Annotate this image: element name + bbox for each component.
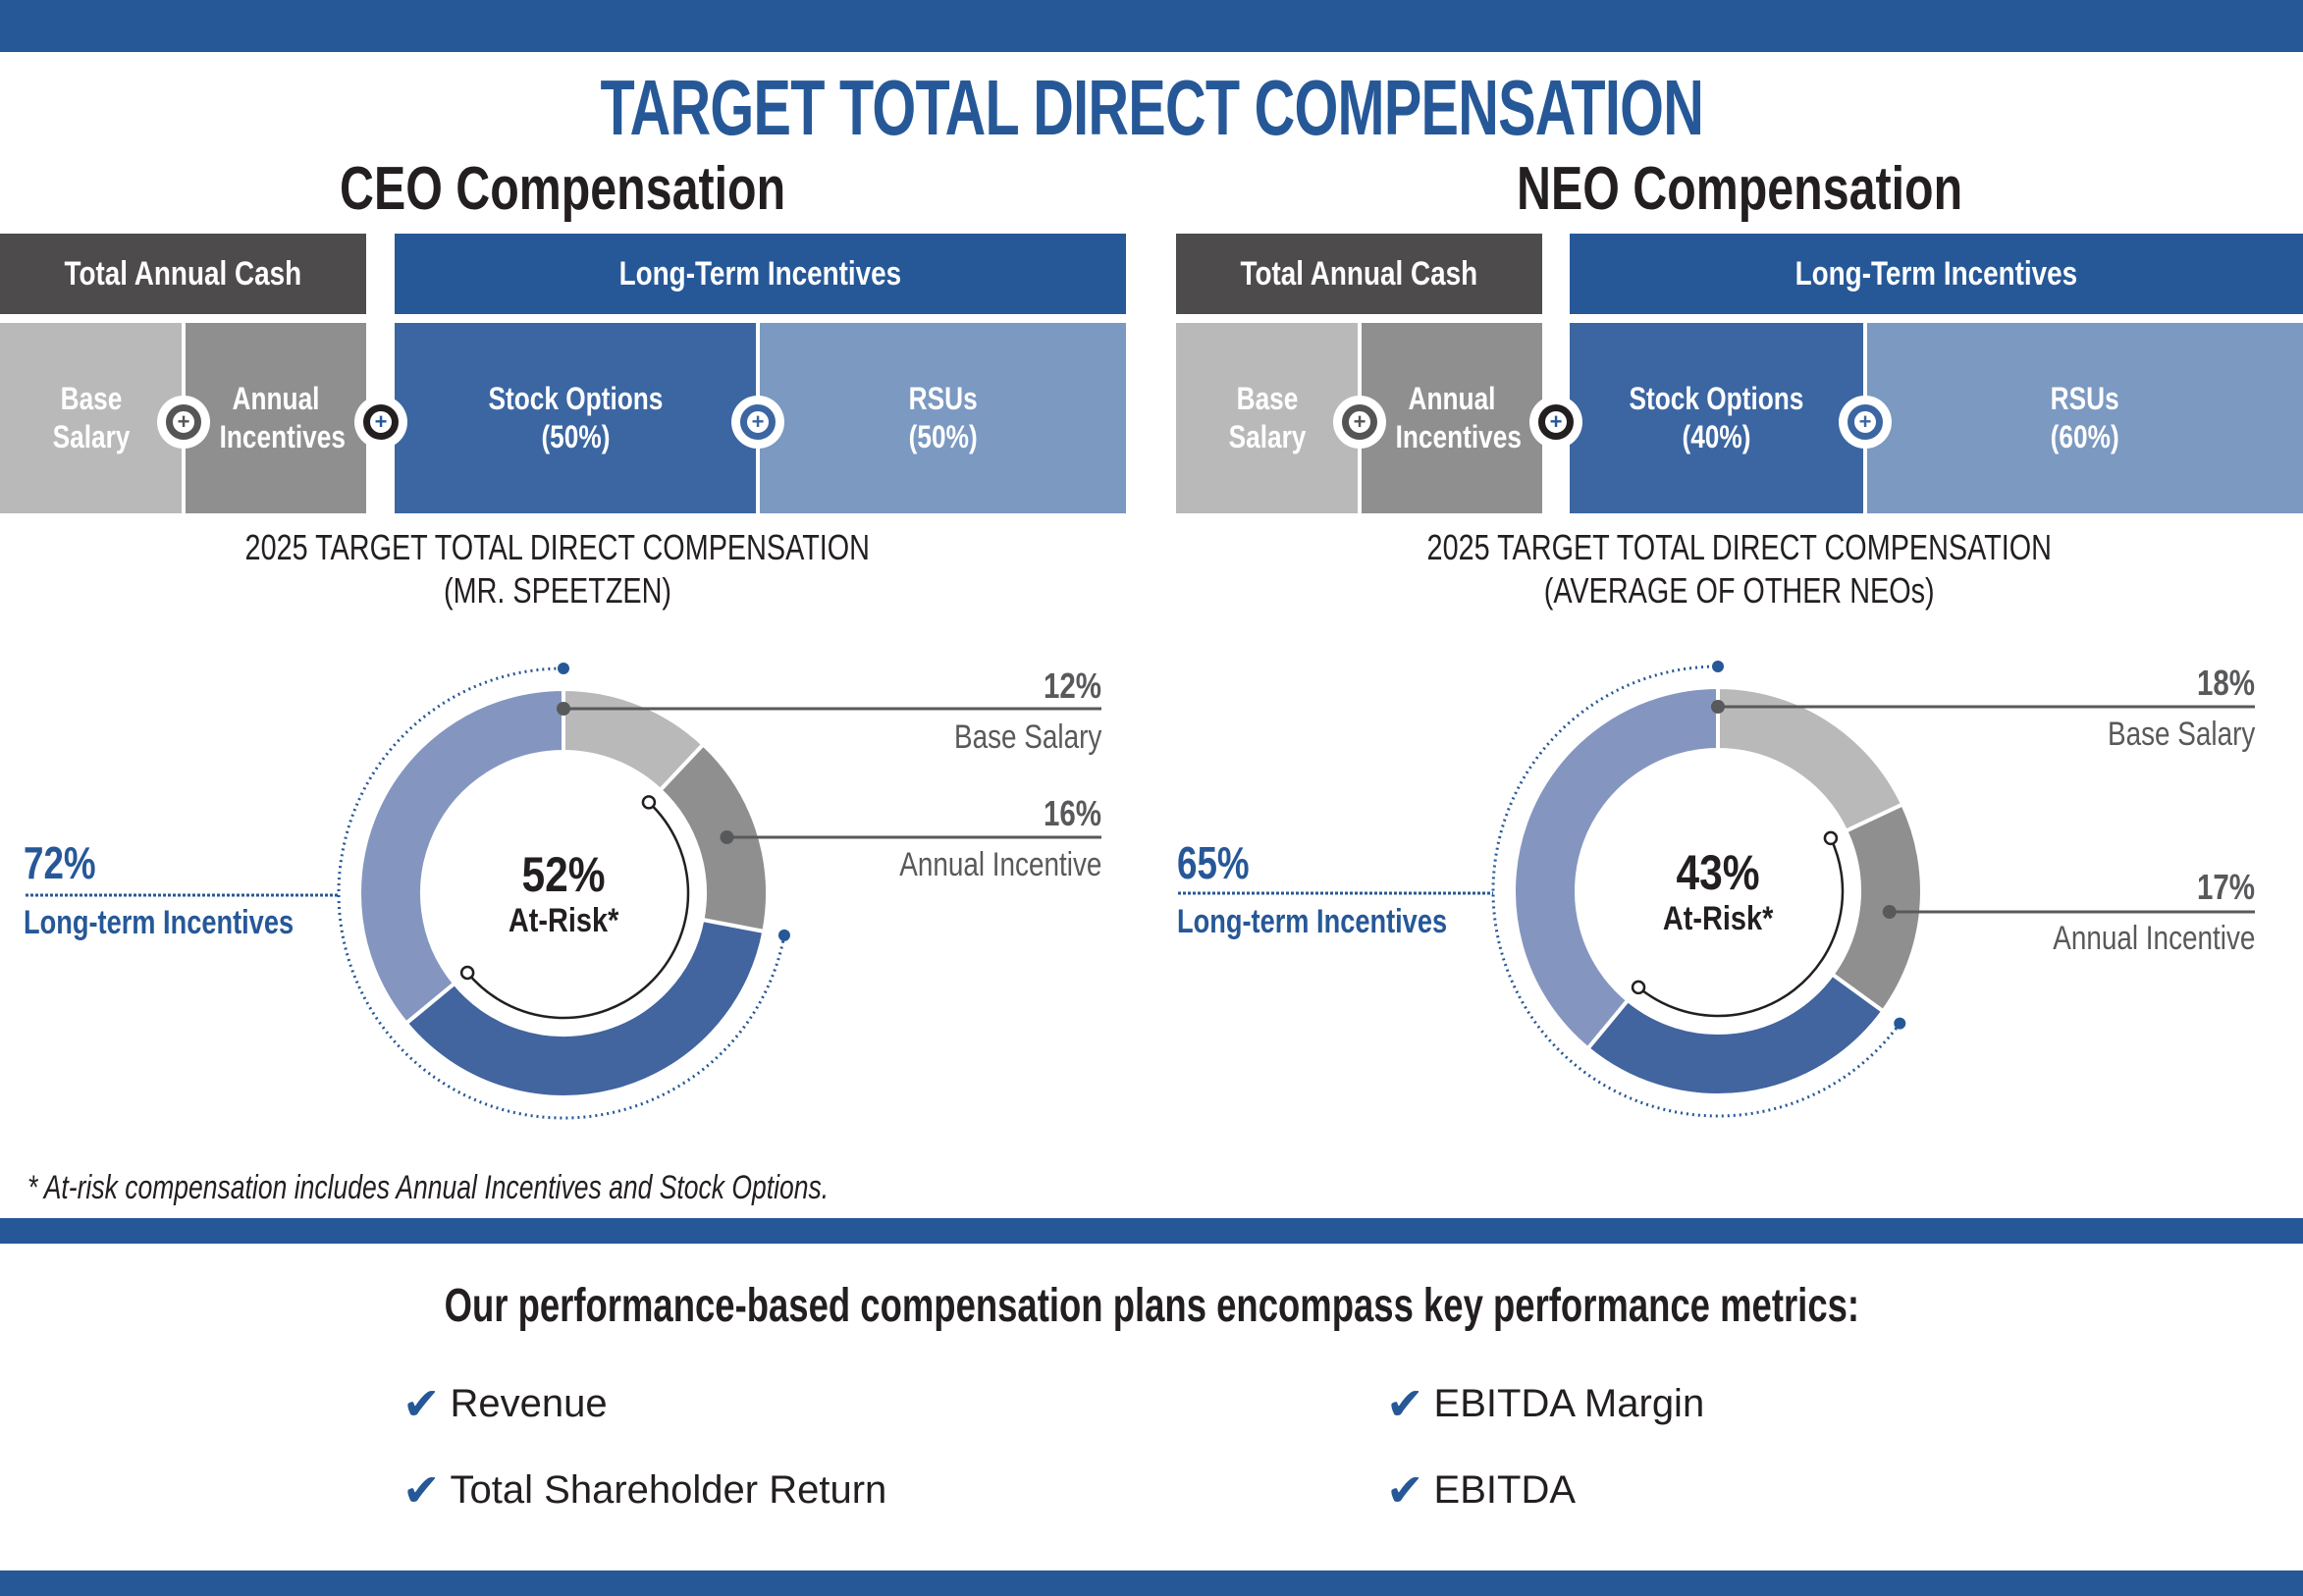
- metrics-heading: Our performance-based compensation plans…: [444, 1280, 1859, 1332]
- neo-base-salary-label: Base Salary: [2107, 716, 2255, 753]
- ceo-rsus-label: RSUs: [908, 381, 978, 416]
- neo-annual-incentive-label: Annual Incentive: [2052, 920, 2255, 957]
- ceo-annual-incentive-label: Annual Incentive: [898, 846, 1101, 883]
- ceo-rsus-cell: RSUs (50%): [760, 323, 1126, 513]
- lti-arc-endpoint-dot: [1894, 1017, 1906, 1030]
- neo-lti-header: Long-Term Incentives: [1570, 234, 2303, 314]
- neo-chart-subtitle: 2025 TARGET TOTAL DIRECT COMPENSATION (A…: [1426, 527, 2053, 611]
- plus-icon: +: [1529, 396, 1582, 449]
- lti-arc-endpoint-dot: [558, 663, 569, 674]
- ceo-base-salary-cell: Base Salary: [0, 323, 182, 513]
- ceo-stock-options-cell: Stock Options (50%): [395, 323, 756, 513]
- ceo-base-salary-pct: 12%: [1043, 665, 1101, 706]
- middle-band: [0, 1218, 2303, 1244]
- lti-arc-endpoint-dot: [777, 929, 790, 941]
- neo-stock-options-pct: (40%): [1682, 419, 1751, 454]
- neo-cash-header: Total Annual Cash: [1176, 234, 1542, 314]
- ceo-rsus-pct: (50%): [908, 419, 978, 454]
- at-risk-arc: [1637, 837, 1845, 1018]
- neo-base-salary-cell: Base Salary: [1176, 323, 1358, 513]
- page-title: TARGET TOTAL DIRECT COMPENSATION: [600, 64, 1703, 151]
- neo-rsus-label: RSUs: [2050, 381, 2119, 416]
- donut-segment-stock-options: [402, 917, 767, 1099]
- ceo-heading: CEO Compensation: [340, 155, 786, 223]
- ceo-at-risk-pct: 52%: [521, 847, 606, 902]
- ceo-lti-label: Long-term Incentives: [24, 904, 295, 941]
- at-risk-arc-endpoint: [1631, 980, 1646, 995]
- neo-annual-incentives-cell: Annual Incentives: [1362, 323, 1542, 513]
- metric-item: ✔ Total Shareholder Return: [402, 1464, 887, 1516]
- at-risk-arc: [466, 801, 690, 1020]
- donut-segment-stock-options: [1584, 971, 1887, 1097]
- ceo-cash-header: Total Annual Cash: [0, 234, 366, 314]
- plus-icon: +: [1839, 396, 1892, 449]
- donut-segment-annual-incentive: [1829, 801, 1924, 1015]
- neo-base-salary-pct: 18%: [2196, 663, 2255, 703]
- neo-annual-incentive-pct: 17%: [2196, 867, 2255, 907]
- ceo-annual-incentives-cell: Annual Incentives: [186, 323, 366, 513]
- ceo-annual-incentive-pct: 16%: [1043, 793, 1101, 833]
- neo-at-risk-pct: 43%: [1676, 845, 1760, 900]
- at-risk-arc-endpoint: [459, 965, 475, 981]
- ceo-lti-header: Long-Term Incentives: [395, 234, 1126, 314]
- donut-segment-base-salary: [1716, 684, 1905, 834]
- bottom-band: [0, 1570, 2303, 1596]
- metric-item: ✔ EBITDA Margin: [1386, 1378, 1705, 1429]
- neo-at-risk-label: At-Risk*: [1662, 900, 1774, 937]
- plus-icon: +: [731, 396, 784, 449]
- neo-lti-pct: 65%: [1177, 837, 1250, 888]
- lti-arc-endpoint-dot: [1712, 661, 1724, 672]
- donut-segment-rsus: [1512, 684, 1720, 1052]
- ceo-at-risk-label: At-Risk*: [508, 902, 619, 939]
- metric-item: ✔ Revenue: [402, 1378, 608, 1429]
- neo-rsus-pct: (60%): [2050, 419, 2119, 454]
- neo-rsus-cell: RSUs (60%): [1867, 323, 2303, 513]
- plus-icon: +: [1333, 396, 1386, 449]
- plus-icon: +: [157, 396, 210, 449]
- ceo-chart-subtitle: 2025 TARGET TOTAL DIRECT COMPENSATION (M…: [244, 527, 871, 611]
- at-risk-arc-endpoint: [1823, 830, 1839, 846]
- lti-dotted-arc: [1491, 665, 1901, 1118]
- donut-segment-rsus: [357, 686, 565, 1027]
- checkmark-icon: ✔: [402, 1464, 441, 1516]
- top-band: [0, 0, 2303, 52]
- at-risk-arc-endpoint: [641, 795, 657, 810]
- neo-stock-options-cell: Stock Options (40%): [1570, 323, 1863, 513]
- lti-dotted-arc: [337, 666, 786, 1120]
- neo-lti-label: Long-term Incentives: [1177, 903, 1448, 940]
- checkmark-icon: ✔: [1386, 1464, 1424, 1516]
- ceo-stock-options-label: Stock Options: [488, 381, 663, 416]
- ceo-base-salary-label: Base Salary: [953, 718, 1101, 756]
- plus-icon: +: [354, 396, 407, 449]
- neo-heading: NEO Compensation: [1516, 155, 1963, 223]
- footnote: * At-risk compensation includes Annual I…: [27, 1169, 830, 1206]
- ceo-stock-options-pct: (50%): [540, 419, 610, 454]
- metric-item: ✔ EBITDA: [1386, 1464, 1577, 1516]
- ceo-lti-pct: 72%: [24, 837, 96, 888]
- neo-stock-options-label: Stock Options: [1629, 381, 1804, 416]
- checkmark-icon: ✔: [402, 1378, 441, 1429]
- checkmark-icon: ✔: [1386, 1378, 1424, 1429]
